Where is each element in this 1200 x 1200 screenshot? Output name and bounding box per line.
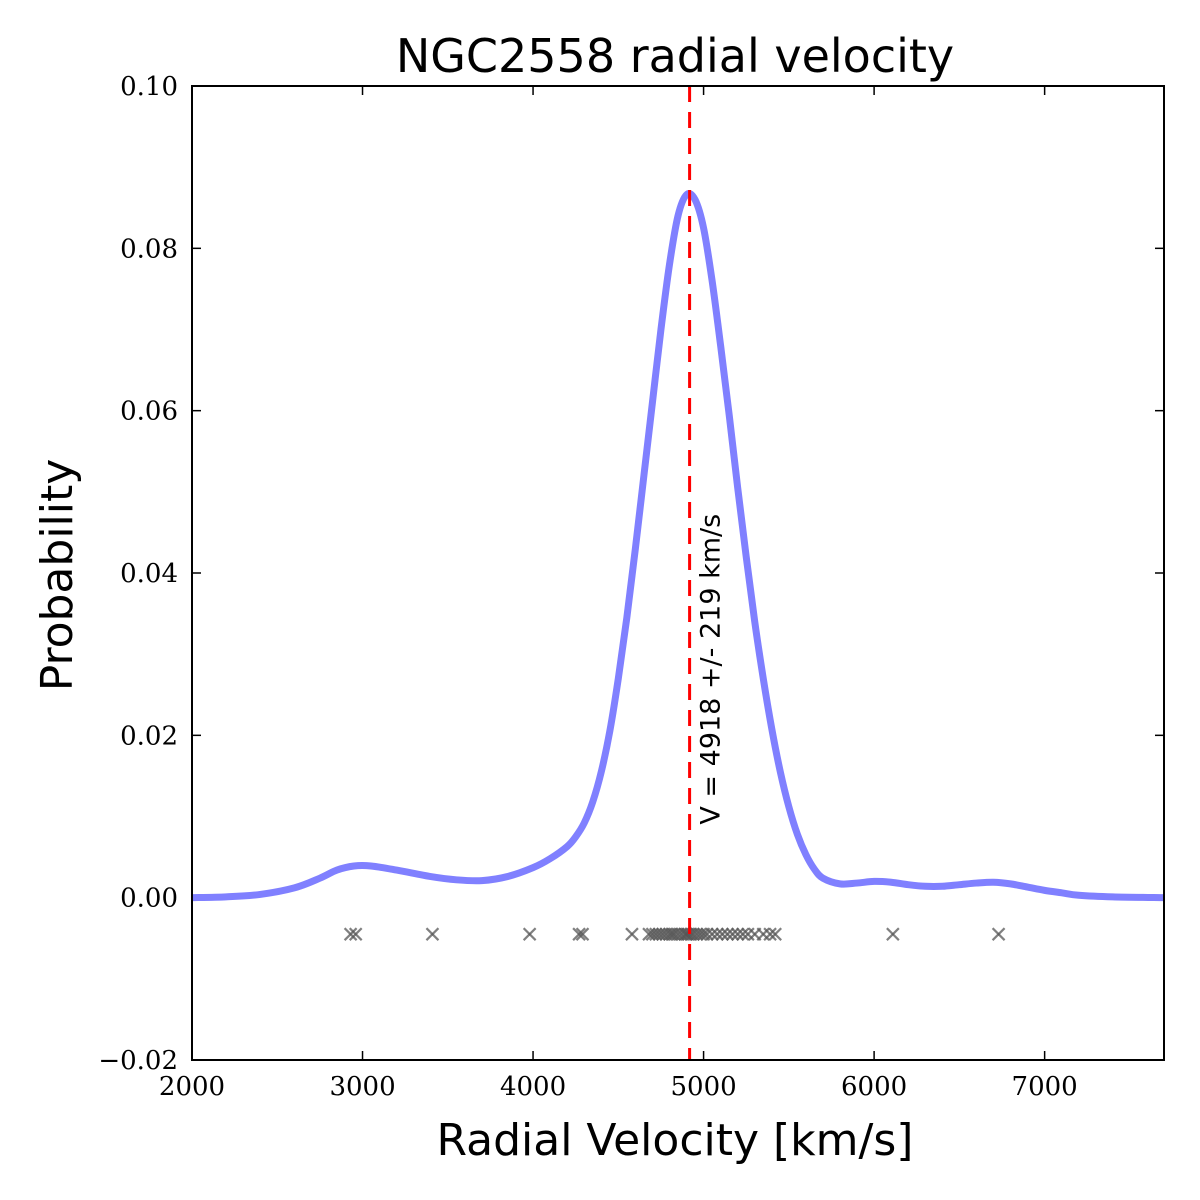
data-point-marker (730, 927, 745, 941)
y-tick-label: 0.08 (120, 234, 178, 264)
chart-title: NGC2558 radial velocity (396, 29, 954, 83)
data-point-marker (720, 927, 735, 941)
x-tick-label: 5000 (670, 1072, 736, 1102)
kde-curve (191, 190, 1165, 902)
data-point-marker (348, 927, 363, 941)
data-point-marker (575, 927, 590, 941)
x-tick-label: 6000 (841, 1072, 907, 1102)
data-point-marker (725, 927, 740, 941)
y-tick-label: 0.04 (120, 559, 178, 589)
data-point-marker (705, 927, 719, 941)
x-tick-label: 4000 (500, 1072, 566, 1102)
data-point-marker (991, 927, 1006, 941)
data-point-marker (425, 927, 440, 941)
annotation-layer: V = 4918 +/- 219 km/s (696, 514, 727, 825)
x-tick-label: 7000 (1012, 1072, 1078, 1102)
data-point-marker (736, 927, 750, 941)
data-point-marker (700, 927, 714, 941)
x-tick-label: 3000 (329, 1072, 395, 1102)
data-point-marker (886, 927, 900, 941)
y-tick-label: 0.00 (120, 884, 178, 914)
plot-frame (191, 85, 1165, 1061)
y-tick-label: 0.06 (120, 397, 178, 427)
data-point-marker (763, 927, 777, 941)
data-point-marker (572, 927, 586, 941)
y-tick-label: 0.10 (120, 72, 178, 102)
ticks: 2000 3000 4000 5000 6000 7000 −0.02 0.00 0.02 0.0… (98, 72, 1164, 1102)
data-markers (343, 927, 1006, 941)
y-axis-label: Probability (32, 459, 83, 692)
x-tick-label: 2000 (159, 1072, 225, 1102)
y-tick-label: −0.02 (98, 1046, 178, 1076)
x-axis-label: Radial Velocity [km/s] (437, 1115, 914, 1166)
data-point-marker (710, 927, 724, 941)
data-point-marker (522, 927, 537, 941)
data-point-marker (343, 927, 358, 941)
curve-layer (191, 190, 1165, 902)
y-tick-label: 0.02 (120, 721, 178, 751)
data-point-marker (768, 927, 782, 941)
velocity-annotation: V = 4918 +/- 219 km/s (696, 514, 727, 825)
data-point-marker (625, 927, 639, 941)
data-point-marker (715, 927, 730, 941)
